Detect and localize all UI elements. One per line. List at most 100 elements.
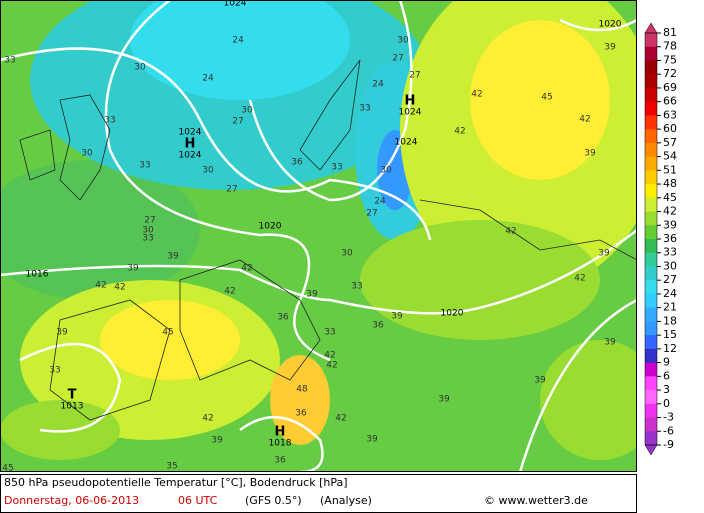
colorbar-label: 9 [663, 356, 670, 369]
contour-label: 30 [397, 36, 409, 46]
colorbar-label: 78 [663, 40, 677, 53]
colorbar-band [645, 431, 657, 446]
colorbar-label: 24 [663, 287, 677, 300]
colorbar-label: 36 [663, 232, 677, 245]
pressure-symbol: H [275, 425, 286, 440]
contour-label: 30 [380, 166, 392, 176]
contour-label: 39 [167, 252, 179, 262]
contour-label: 33 [139, 161, 150, 171]
contour-label: 39 [604, 43, 616, 53]
colorbar-label: 75 [663, 53, 677, 66]
colorbar-label: 18 [663, 314, 677, 327]
colorbar-band [645, 362, 657, 377]
colorbar-band [645, 170, 657, 185]
colorbar-band [645, 307, 657, 322]
model: (GFS 0.5°) [245, 494, 302, 507]
colorbar-label: -9 [663, 438, 674, 451]
colorbar-label: 72 [663, 67, 677, 80]
contour-label: 39 [534, 376, 546, 386]
contour-label: 33 [324, 328, 335, 338]
contour-label: 27 [144, 216, 155, 226]
colorbar-band [645, 252, 657, 267]
contour-label: 42 [579, 115, 590, 125]
colorbar-label: 6 [663, 369, 670, 382]
colorbar-label: 63 [663, 108, 677, 121]
colorbar-band [645, 335, 657, 350]
contour-label: 24 [374, 197, 386, 207]
contour-label: 35 [166, 462, 177, 472]
isobar-label: 1020 [259, 222, 282, 232]
contour-label: 45 [162, 328, 173, 338]
contour-label: 39 [604, 338, 616, 348]
isobar-label: 1020 [599, 20, 622, 30]
contour-label: 42 [114, 283, 125, 293]
contour-label: 33 [359, 104, 370, 114]
colorbar-top [644, 22, 658, 34]
contour-label: 36 [291, 158, 303, 168]
contour-label: 30 [142, 226, 154, 236]
colorbar-label: 57 [663, 136, 677, 149]
colorbar-band [645, 225, 657, 240]
contour-label: 36 [295, 409, 307, 419]
contour-label: 39 [127, 264, 139, 274]
colorbar-label: 81 [663, 26, 677, 39]
isobar-label: 1024 [395, 138, 418, 148]
colorbar-label: 30 [663, 259, 677, 272]
contour-label: 42 [95, 281, 106, 291]
pressure-value: 1024 [399, 108, 422, 118]
credit: © www.wetter3.de [484, 494, 588, 507]
map-field [0, 0, 637, 472]
colorbar-band [645, 115, 657, 130]
contour-label: 24 [372, 80, 384, 90]
contour-label: 33 [49, 366, 60, 376]
colorbar-band [645, 321, 657, 336]
colorbar-band [645, 101, 657, 116]
contour-label: 27 [392, 54, 403, 64]
date: Donnerstag, 06-06-2013 [4, 494, 139, 507]
colorbar-band [645, 211, 657, 226]
colorbar-band [645, 129, 657, 144]
colorbar-band [645, 33, 657, 48]
contour-label: 42 [505, 227, 516, 237]
contour-label: 27 [226, 185, 237, 195]
colorbar-label: -6 [663, 424, 674, 437]
contour-label: 42 [224, 287, 235, 297]
contour-label: 33 [331, 163, 342, 173]
colorbar-label: 42 [663, 205, 677, 218]
contour-label: 27 [409, 71, 420, 81]
colorbar-band [645, 239, 657, 254]
isobar-label: 1020 [441, 309, 464, 319]
colorbar-band [645, 280, 657, 295]
contour-label: 33 [142, 234, 153, 244]
colorbar-bottom [644, 444, 658, 456]
colorbar-band [645, 390, 657, 405]
contour-label: 42 [324, 351, 335, 361]
colorbar-band [645, 184, 657, 199]
colorbar-label: 51 [663, 163, 677, 176]
contour-label: 30 [202, 166, 214, 176]
colorbar-label: 21 [663, 301, 677, 314]
contour-label: 39 [584, 149, 596, 159]
colorbar-band [645, 46, 657, 61]
colorbar-label: 27 [663, 273, 677, 286]
isobar-label: 1016 [26, 270, 49, 280]
pressure-symbol: H [185, 137, 196, 152]
contour-label: 30 [81, 149, 93, 159]
contour-label: 42 [326, 361, 337, 371]
colorbar-label: 60 [663, 122, 677, 135]
contour-label: 39 [438, 395, 450, 405]
colorbar-label: 48 [663, 177, 677, 190]
colorbar-label: 69 [663, 81, 677, 94]
colorbar-band [645, 197, 657, 213]
colorbar-label: 12 [663, 342, 677, 355]
contour-label: 33 [104, 116, 115, 126]
colorbar-band [645, 376, 657, 391]
colorbar-band [645, 417, 657, 432]
colorbar-band [645, 60, 657, 75]
contour-label: 39 [211, 436, 223, 446]
colorbar-band [645, 142, 657, 158]
contour-label: 39 [366, 435, 378, 445]
contour-label: 36 [372, 321, 384, 331]
pressure-value: 1013 [61, 402, 84, 412]
